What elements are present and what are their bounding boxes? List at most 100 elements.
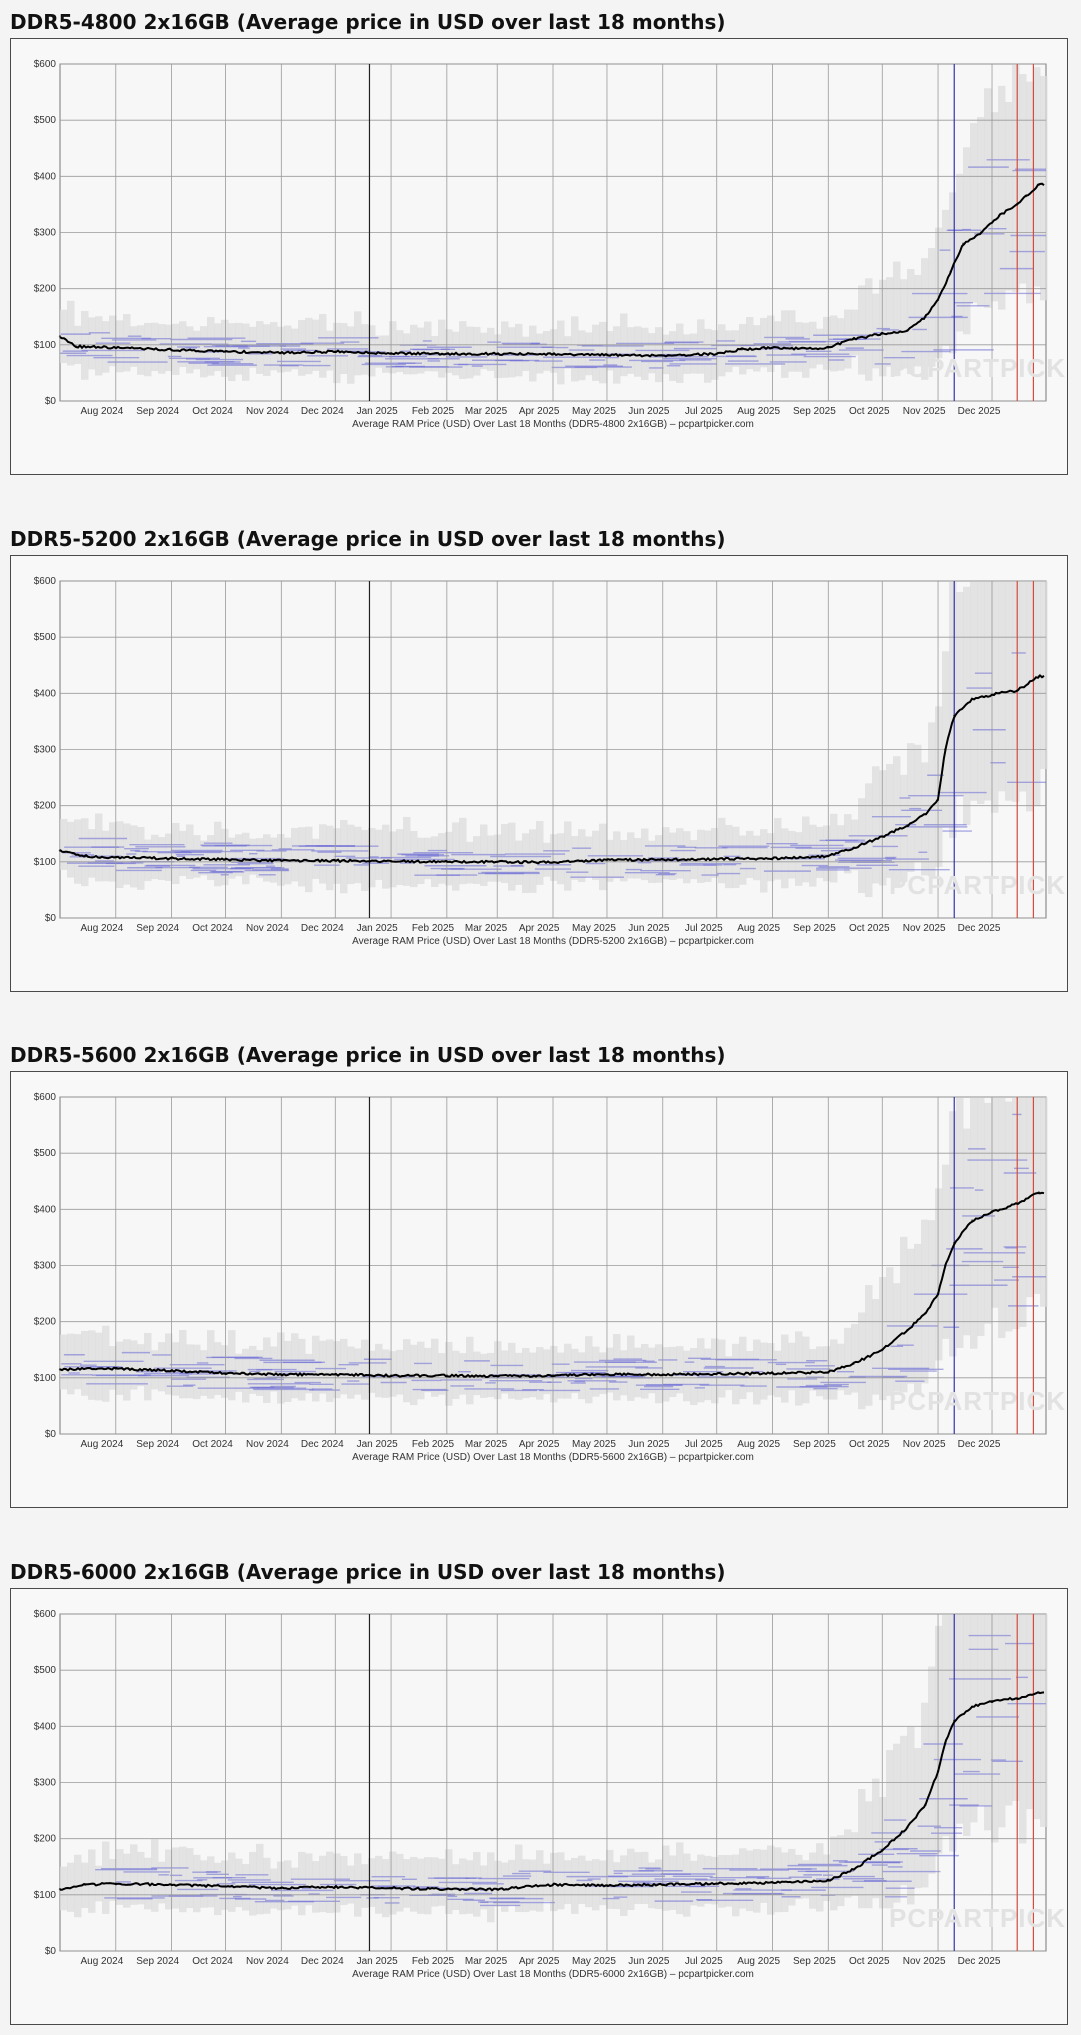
x-tick-label: Jul 2025 [685,1956,723,1967]
data-point [771,346,774,349]
data-point [852,1362,855,1365]
data-point [998,692,1001,695]
y-tick-label: $500 [34,115,57,126]
y-tick-label: $300 [34,1261,57,1272]
data-point [58,849,62,852]
data-point [944,1741,947,1745]
x-tick-label: Feb 2025 [412,923,455,934]
x-tick-label: Sep 2025 [793,406,836,417]
x-tick-label: Aug 2025 [737,406,780,417]
data-point [980,231,983,234]
data-point [74,345,78,348]
data-point [1016,1697,1019,1700]
y-tick-label: $0 [45,1946,57,1957]
pcpartpicker-watermark: PCPARTPICKER [889,1903,1067,1933]
data-point [551,353,555,356]
y-tick-label: $600 [34,576,57,587]
data-point [58,1368,62,1371]
y-tick-label: $400 [34,688,57,699]
data-point [58,1888,62,1891]
data-point [944,1264,947,1267]
y-tick-label: $100 [34,340,57,351]
x-tick-label: Mar 2025 [465,923,508,934]
x-tick-label: Jan 2025 [357,406,399,417]
average-price-line [60,1691,1045,1892]
data-point [924,812,927,816]
x-tick-label: Apr 2025 [519,406,560,417]
data-point [962,242,965,245]
price-history-chart: $0 $100 $200 $300 $400 $500 $600 Aug 2024 Sep 20… [34,59,1067,430]
x-tick-label: Oct 2025 [849,923,890,934]
data-point [881,1848,884,1852]
chart-frame: $0 $100 $200 $300 $400 $500 $600 Aug 2024 Sep 20… [10,555,1068,992]
data-point [805,347,808,350]
data-point [661,1883,664,1886]
x-tick-label: Mar 2025 [465,1956,508,1967]
y-tick-label: $600 [34,59,57,70]
x-tick-label: Jan 2025 [357,1956,399,1967]
chart-frame: $0 $100 $200 $300 $400 $500 $600 Aug 2024 Sep 20… [10,1588,1068,2025]
x-tick-label: Apr 2025 [519,1956,560,1967]
data-point [445,860,449,864]
data-point [83,855,87,858]
data-point [971,1219,974,1222]
chart-title: DDR5-5600 2x16GB (Average price in USD o… [10,1043,726,1067]
data-point [971,697,974,701]
data-point [906,1826,909,1829]
chart-caption: Average RAM Price (USD) Over Last 18 Mon… [352,1969,754,1980]
y-tick-label: $300 [34,228,57,239]
data-point [445,1888,449,1891]
y-tick-label: $600 [34,1092,57,1103]
x-tick-label: Dec 2024 [301,1956,344,1967]
x-tick-label: Apr 2025 [519,1439,560,1450]
chart-caption: Average RAM Price (USD) Over Last 18 Mon… [352,936,754,947]
y-tick-label: $400 [34,1721,57,1732]
y-tick-label: $200 [34,1834,57,1845]
data-point [827,855,830,858]
data-point [827,1879,830,1882]
y-tick-label: $600 [34,1609,57,1620]
x-tick-label: Aug 2025 [737,1439,780,1450]
data-point [334,1373,337,1376]
data-point [445,352,449,356]
x-tick-label: Nov 2025 [903,1439,946,1450]
data-point [605,353,609,357]
x-tick-label: Sep 2024 [136,923,179,934]
data-point [224,858,227,861]
y-tick-label: $200 [34,1317,57,1328]
x-tick-label: Oct 2024 [192,1439,233,1450]
x-tick-label: Nov 2024 [246,1439,289,1450]
data-point [1016,203,1019,206]
data-point [936,298,940,302]
data-point [1037,675,1041,678]
data-point [852,846,855,849]
data-point [280,1886,283,1890]
x-tick-label: Sep 2025 [793,1439,836,1450]
pcpartpicker-watermark: PCPARTPICKER [889,870,1067,900]
data-point [1037,1691,1041,1694]
data-point [881,1348,884,1351]
data-point [1025,194,1028,198]
price-history-chart: $0 $100 $200 $300 $400 $500 $600 Aug 2024 Sep 20… [34,576,1067,947]
data-point [715,1372,718,1376]
y-tick-label: $300 [34,745,57,756]
chart-title: DDR5-5200 2x16GB (Average price in USD o… [10,527,726,551]
data-point [389,1886,393,1890]
x-tick-label: Dec 2025 [958,1956,1001,1967]
data-point [936,1770,940,1773]
chart-title: DDR5-4800 2x16GB (Average price in USD o… [10,10,726,34]
x-tick-label: Dec 2024 [301,923,344,934]
y-tick-label: $400 [34,171,57,182]
x-tick-label: Jan 2025 [357,923,399,934]
data-point [906,1328,909,1332]
data-point [389,352,393,355]
x-tick-label: Jun 2025 [628,1439,670,1450]
x-tick-label: Apr 2025 [519,923,560,934]
y-tick-label: $500 [34,1148,57,1159]
data-point [224,1885,227,1888]
data-point [740,348,744,351]
data-point [551,1883,555,1886]
data-point [953,1719,956,1722]
data-point [496,352,499,356]
data-point [906,329,909,332]
